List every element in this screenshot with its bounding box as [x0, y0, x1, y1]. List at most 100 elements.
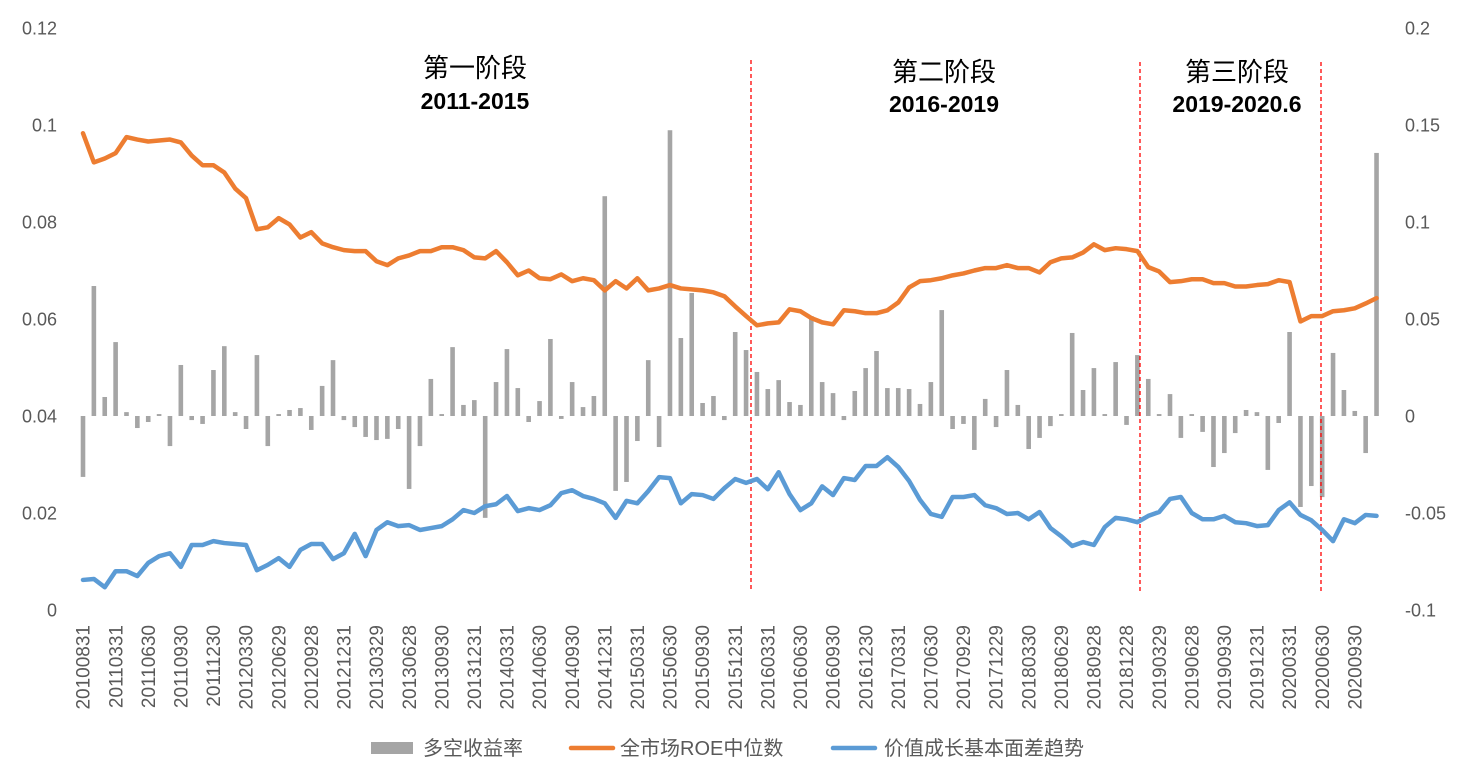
- long-short-return-bar: [1222, 416, 1227, 454]
- x-axis-tick-label: 20140630: [530, 625, 551, 710]
- x-axis-tick-label: 20140331: [498, 625, 519, 710]
- long-short-return-bar: [722, 416, 727, 421]
- long-short-return-bar: [569, 382, 575, 416]
- x-axis-tick-label: 20170630: [922, 625, 943, 710]
- left-axis-tick-label: 0.02: [22, 503, 57, 523]
- long-short-return-bar: [113, 342, 118, 416]
- long-short-return-bar: [874, 351, 879, 416]
- x-axis-tick-label: 20111230: [204, 625, 225, 707]
- long-short-return-bar: [1265, 416, 1271, 470]
- long-short-return-bar: [689, 293, 695, 416]
- long-short-return-bar: [1330, 352, 1336, 416]
- long-short-return-bar: [656, 416, 662, 448]
- x-axis-tick-label: 20180629: [1052, 625, 1073, 710]
- long-short-return-bar: [417, 416, 423, 447]
- long-short-return-bar: [711, 396, 716, 416]
- long-short-return-bar: [428, 378, 434, 416]
- legend: 多空收益率 全市场ROE中位数 价值成长基本面差趋势: [371, 737, 1084, 760]
- value-growth-spread-line: [80, 454, 1379, 590]
- long-short-return-bar: [254, 355, 260, 416]
- long-short-return-bar: [1004, 370, 1010, 416]
- long-short-return-bar: [80, 416, 86, 477]
- right-axis-tick-label: 0: [1405, 406, 1415, 426]
- long-short-return-bar: [1026, 416, 1031, 449]
- x-axis-tick-label: 20120330: [237, 625, 258, 710]
- long-short-return-bar: [906, 389, 912, 416]
- long-short-return-bar: [287, 409, 292, 416]
- long-short-return-bar: [211, 370, 216, 416]
- long-short-return-bar: [678, 338, 684, 416]
- x-axis-tick-label: 20130930: [432, 625, 453, 710]
- long-short-return-bar: [602, 196, 608, 416]
- long-short-return-bar: [308, 416, 314, 430]
- long-short-return-bar: [482, 416, 488, 518]
- long-short-return-bars: [80, 130, 1379, 518]
- x-axis-tick-label: 20200930: [1345, 625, 1366, 710]
- phase-dividers: [750, 60, 1322, 592]
- right-axis-tick-label: 0.15: [1405, 115, 1440, 135]
- long-short-return-bar: [1341, 390, 1347, 416]
- long-short-return-bar: [145, 416, 151, 423]
- left-axis-tick-label: 0.06: [22, 309, 57, 329]
- long-short-return-bar: [700, 403, 705, 416]
- long-short-return-bar: [102, 396, 108, 416]
- right-axis-tick-label: 0.2: [1405, 18, 1430, 38]
- phase-2-period: 2016-2019: [889, 91, 999, 117]
- x-axis-tick-label: 20130329: [367, 625, 388, 710]
- long-short-return-bar: [993, 416, 999, 428]
- long-short-return-bar: [222, 346, 227, 416]
- long-short-return-bar: [950, 416, 955, 429]
- long-short-return-bar: [1189, 414, 1195, 416]
- long-short-return-bar: [1254, 412, 1260, 416]
- long-short-return-bar: [1037, 416, 1042, 438]
- long-short-return-bar: [1352, 410, 1358, 416]
- long-short-return-bar: [1156, 414, 1162, 416]
- x-axis-tick-label: 20121231: [335, 625, 356, 710]
- long-short-return-bar: [1059, 414, 1064, 416]
- x-axis-tick-label: 20150331: [628, 625, 649, 710]
- long-short-return-bar: [504, 349, 510, 416]
- long-short-return-bar: [961, 416, 966, 424]
- long-short-return-bar: [1319, 416, 1325, 498]
- x-axis-tick-label: 20190930: [1215, 625, 1236, 710]
- line-series: [80, 130, 1379, 590]
- long-short-return-bar: [298, 408, 303, 416]
- x-axis-tick-label: 20130628: [400, 625, 421, 710]
- x-axis-tick-label: 20120629: [269, 625, 290, 710]
- x-axis-tick-label: 20180928: [1085, 625, 1106, 710]
- long-short-return-bar: [1243, 409, 1249, 416]
- long-short-return-bar: [472, 400, 477, 416]
- long-short-return-bar: [450, 347, 455, 416]
- long-short-return-bar: [1048, 416, 1053, 427]
- long-short-return-bar: [537, 401, 542, 416]
- long-short-return-bar: [515, 388, 521, 416]
- long-short-return-bar: [395, 416, 401, 429]
- long-short-return-bar: [808, 316, 814, 416]
- long-short-return-bar: [243, 416, 249, 429]
- x-axis-tick-label: 20161230: [856, 625, 877, 710]
- phase-1-period: 2011-2015: [421, 88, 530, 114]
- left-axis-tick-label: 0.12: [22, 18, 57, 38]
- long-short-return-bar: [439, 414, 445, 416]
- x-axis-tick-label: 20160930: [824, 625, 845, 710]
- long-short-return-bar: [1309, 416, 1314, 487]
- long-short-return-bar: [374, 416, 379, 441]
- long-short-return-bar: [156, 414, 162, 416]
- long-short-return-bar: [982, 398, 988, 416]
- long-short-return-bar: [645, 360, 651, 416]
- legend-label-value-growth-spread: 价值成长基本面差趋势: [884, 737, 1084, 760]
- long-short-return-bar: [200, 416, 205, 424]
- left-axis-tick-label: 0: [47, 600, 57, 620]
- long-short-return-bar: [265, 416, 271, 447]
- long-short-return-bar: [776, 380, 781, 416]
- long-short-return-bar: [526, 416, 531, 423]
- right-axis-tick-label: -0.05: [1405, 503, 1446, 523]
- long-short-return-bar: [1015, 404, 1021, 416]
- long-short-return-bar: [613, 416, 618, 491]
- x-axis-tick-label: 20150630: [661, 625, 682, 710]
- long-short-return-bar: [385, 416, 390, 439]
- long-short-return-bar: [406, 416, 412, 489]
- long-short-return-bar: [732, 331, 738, 416]
- x-axis-tick-label: 20191231: [1248, 625, 1269, 710]
